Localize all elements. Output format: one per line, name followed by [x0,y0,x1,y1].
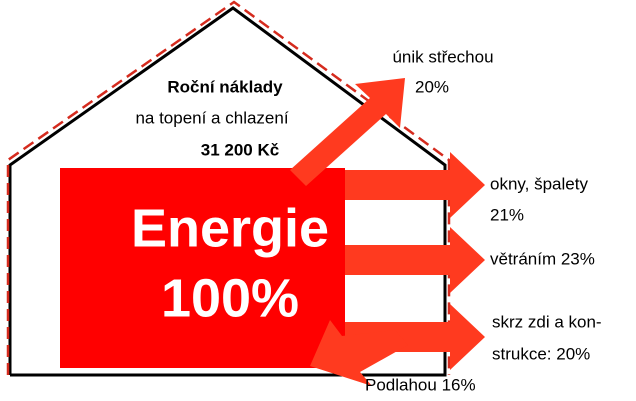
ventilation-arrow [345,227,485,293]
windows-arrow [345,152,485,218]
loss-label: okny, špalety [490,174,588,193]
loss-label: skrz zdi a kon- [492,312,602,331]
loss-label: větráním 23% [490,249,595,268]
loss-label: 20% [415,77,449,96]
cost-value: 31 200 Kč [201,140,279,159]
walls-arrow [345,304,485,370]
energy-label: Energie [131,198,329,258]
house [6,0,451,377]
insulation-line [6,0,451,375]
floor-arrow [310,320,408,386]
loss-label: strukce: 20% [492,344,590,363]
cost-subtitle: na topení a chlazení [135,108,288,127]
roof-arrow [290,78,405,186]
loss-label: 21% [490,205,524,224]
loss-label: únik střechou [392,47,493,66]
energy-block [60,168,345,368]
energy-value: 100% [161,268,299,328]
loss-label: Podlahou 16% [365,375,476,394]
house-outline [8,6,447,377]
cost-title: Roční náklady [167,77,283,96]
